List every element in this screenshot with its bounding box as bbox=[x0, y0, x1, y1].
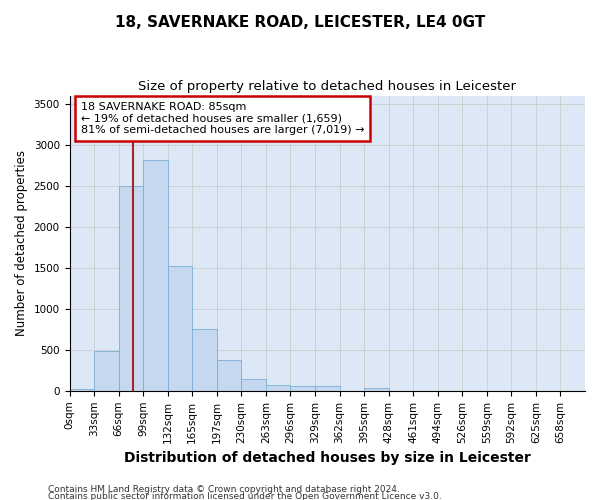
Bar bbox=[241, 380, 266, 391]
Bar bbox=[266, 384, 290, 391]
Bar bbox=[119, 186, 143, 391]
Text: 18 SAVERNAKE ROAD: 85sqm
← 19% of detached houses are smaller (1,659)
81% of sem: 18 SAVERNAKE ROAD: 85sqm ← 19% of detach… bbox=[80, 102, 364, 135]
Text: Contains public sector information licensed under the Open Government Licence v3: Contains public sector information licen… bbox=[48, 492, 442, 500]
Bar bbox=[94, 352, 119, 391]
Bar bbox=[168, 266, 192, 391]
Bar bbox=[143, 160, 168, 391]
Bar bbox=[217, 360, 241, 391]
Bar bbox=[192, 330, 217, 391]
Bar bbox=[315, 386, 340, 391]
Bar bbox=[290, 386, 315, 391]
Bar bbox=[70, 389, 94, 391]
Bar bbox=[364, 388, 389, 391]
Text: Contains HM Land Registry data © Crown copyright and database right 2024.: Contains HM Land Registry data © Crown c… bbox=[48, 486, 400, 494]
Title: Size of property relative to detached houses in Leicester: Size of property relative to detached ho… bbox=[138, 80, 516, 93]
Y-axis label: Number of detached properties: Number of detached properties bbox=[15, 150, 28, 336]
Text: 18, SAVERNAKE ROAD, LEICESTER, LE4 0GT: 18, SAVERNAKE ROAD, LEICESTER, LE4 0GT bbox=[115, 15, 485, 30]
X-axis label: Distribution of detached houses by size in Leicester: Distribution of detached houses by size … bbox=[124, 451, 531, 465]
